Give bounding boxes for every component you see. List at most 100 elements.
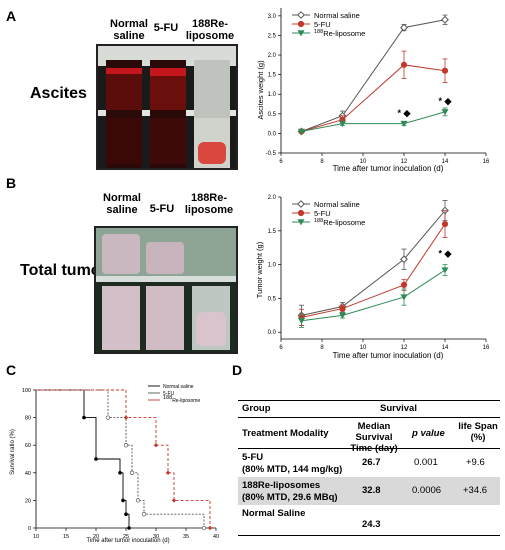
legend-marker [297, 30, 305, 37]
data-point [338, 312, 347, 319]
significance-mark: * ◆ [439, 96, 453, 106]
data-point [400, 23, 408, 32]
data-point [297, 128, 306, 135]
survival-point [121, 498, 125, 503]
survival-point [207, 525, 213, 531]
total-tumor-label: Total tumor [20, 262, 107, 279]
survival-point [118, 471, 122, 475]
x-tick-label: 8 [320, 345, 324, 351]
chart-a-xlabel: Time after tumor inoculation (d) [333, 164, 444, 173]
y-tick-label: 0.5 [268, 112, 277, 118]
y-tick-label: 1.0 [268, 263, 277, 269]
row-sub: (80% MTD, 144 mg/kg) [242, 464, 343, 475]
data-point [400, 255, 408, 264]
table-col-p: p value [412, 428, 445, 439]
survival-point [153, 443, 159, 448]
table-header-group: Group [242, 403, 271, 414]
x-tick-label: 40 [213, 534, 219, 540]
row-life: +9.6 [466, 457, 485, 468]
y-tick-label: 1.0 [268, 92, 277, 98]
legend-marker [297, 200, 305, 208]
data-point [400, 120, 408, 128]
chart-b-ylabel: Tumor weight (g) [255, 241, 264, 298]
chart-c-ylabel: Survival ratio (%) [10, 429, 16, 475]
table-header-survival: Survival [380, 403, 417, 414]
data-point [441, 220, 449, 228]
table-col-median: Median Survival Time (day) [350, 421, 398, 454]
panel-a-letter: A [6, 8, 17, 24]
row-p: 0.0006 [412, 485, 442, 496]
data-point [338, 120, 347, 128]
survival-point [105, 415, 111, 420]
survival-point [141, 512, 147, 517]
significance-mark: * ◆ [398, 108, 412, 118]
x-tick-label: 12 [401, 159, 408, 165]
data-point [400, 61, 408, 68]
photo-b-label-re-liposome: 188Re-liposome [184, 192, 234, 216]
row-median: 24.3 [362, 519, 381, 530]
x-tick-label: 10 [360, 159, 367, 165]
row-sub: (80% MTD, 29.6 MBq) [242, 492, 338, 503]
x-tick-label: 10 [33, 534, 39, 540]
survival-point [135, 498, 141, 503]
legend-label: 188Re-liposome [163, 395, 200, 404]
row-median: 32.8 [362, 485, 381, 496]
photo-b-label-5fu: 5-FU [149, 203, 175, 215]
survival-point [165, 470, 171, 475]
x-tick-label: 8 [320, 159, 324, 165]
legend-label: 5-FU [314, 209, 331, 218]
row-median: 26.7 [362, 457, 381, 468]
data-point [339, 305, 346, 312]
y-tick-label: 2.0 [268, 195, 277, 201]
x-tick-label: 6 [279, 345, 283, 351]
series-line-2 [301, 269, 446, 322]
row-name: Normal Saline [242, 508, 306, 519]
x-tick-label: 16 [483, 159, 490, 165]
chart-c-survival: 10 15 20 25 30 35 40 0 20 40 60 80 100 Normal saline5… [10, 384, 219, 544]
significance-mark: * ◆ [439, 249, 453, 259]
y-tick-label: 1.5 [268, 73, 277, 79]
x-tick-label: 30 [153, 534, 159, 540]
legend-label: 5-FU [163, 391, 175, 397]
data-point [441, 109, 449, 116]
chart-a-ascites-weight: 6 8 10 12 14 16 -0.5 0.0 0.5 1.0 1.5 2.0 2.5 3.0 Norma… [256, 8, 490, 173]
y-tick-label: 60 [25, 443, 31, 449]
x-tick-label: 20 [93, 534, 99, 540]
panel-d-letter: D [232, 362, 243, 378]
row-p: 0.001 [414, 457, 438, 468]
y-tick-label: 2.5 [268, 33, 277, 39]
legend-label: Normal saline [314, 200, 360, 209]
legend-marker [297, 20, 305, 28]
survival-point [171, 498, 177, 503]
survival-curve-0 [36, 389, 130, 528]
y-tick-label: 0.0 [268, 330, 277, 336]
x-tick-label: 14 [442, 159, 449, 165]
ascites-photo [96, 44, 238, 170]
photo-a-label-normal-saline: Normal saline [110, 18, 148, 42]
data-point [400, 281, 408, 289]
chart-c-xlabel: Time after tumor inoculation (d) [86, 538, 169, 544]
table-row: 188Re-liposomes (80% MTD, 29.6 MBq) 32.8… [238, 477, 500, 505]
tumor-photo [94, 226, 238, 354]
series-line-1 [301, 64, 446, 132]
y-tick-label: 80 [25, 416, 31, 422]
survival-table: Group Survival Treatment Modality Median… [238, 400, 500, 536]
panel-b-letter: B [6, 175, 17, 191]
survival-point [82, 415, 86, 420]
data-point [441, 15, 449, 24]
survival-point [94, 457, 98, 461]
x-tick-label: 10 [360, 345, 367, 351]
y-tick-label: 2.0 [268, 53, 277, 59]
survival-point [201, 525, 207, 531]
table-col-treatment: Treatment Modality [242, 428, 329, 439]
x-tick-label: 25 [123, 534, 129, 540]
survival-point [123, 443, 129, 448]
ascites-label: Ascites [30, 85, 87, 102]
y-tick-label: 0.5 [268, 296, 277, 302]
y-tick-label: -0.5 [266, 151, 277, 157]
legend-label: 188Re-liposome [314, 218, 365, 227]
table-row: 5-FU (80% MTD, 144 mg/kg) 26.7 0.001 +9.… [238, 449, 500, 477]
row-name: 188Re-liposomes [242, 480, 321, 491]
legend-marker [297, 11, 305, 19]
legend-label: Normal saline [163, 384, 194, 390]
